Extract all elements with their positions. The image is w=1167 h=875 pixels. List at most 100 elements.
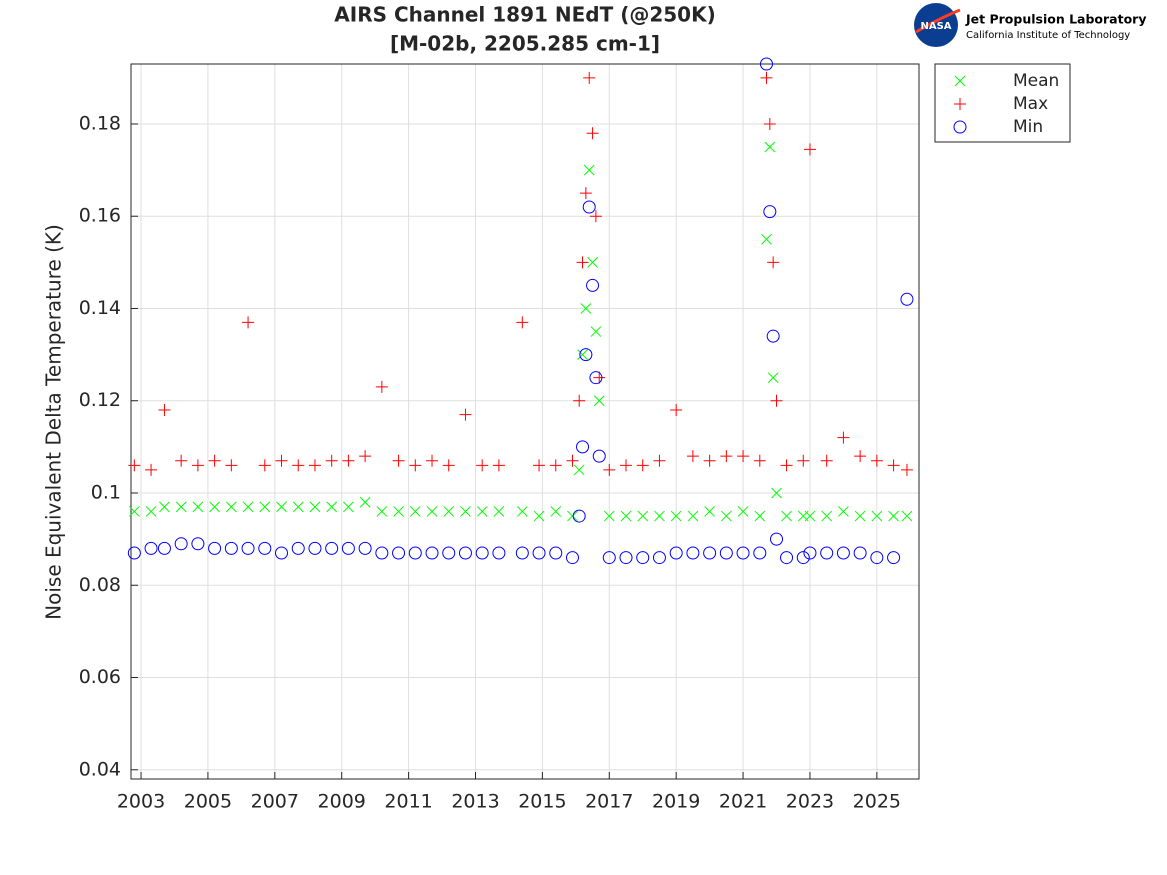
max-marker (653, 454, 666, 467)
min-marker (586, 278, 600, 292)
mean-marker (954, 75, 966, 87)
min-marker (759, 57, 773, 71)
max-marker (145, 463, 158, 476)
max-marker (760, 71, 773, 84)
min-marker (669, 546, 683, 560)
mean-marker (476, 506, 488, 517)
min-marker (796, 551, 810, 565)
max-marker (191, 459, 204, 472)
x-tick-label: 2011 (384, 791, 432, 813)
min-marker (820, 546, 834, 560)
min-marker (408, 546, 422, 560)
max-marker (763, 117, 776, 130)
mean-marker (533, 510, 545, 522)
max-marker (837, 431, 850, 444)
min-marker (589, 371, 603, 385)
mean-marker (550, 506, 562, 517)
min-marker (900, 292, 914, 306)
plot-frame (130, 63, 920, 780)
min-marker (144, 541, 158, 555)
max-marker (954, 98, 966, 110)
mean-marker (573, 464, 585, 476)
min-marker (763, 205, 777, 219)
min-marker (766, 329, 780, 343)
min-marker (208, 541, 222, 555)
max-marker (593, 371, 606, 384)
mean-marker (720, 510, 732, 522)
max-marker (870, 454, 883, 467)
min-marker (157, 541, 171, 555)
min-marker (579, 348, 593, 362)
max-marker (589, 210, 602, 223)
mean-marker (493, 506, 505, 517)
min-marker (686, 546, 700, 560)
min-marker (803, 546, 817, 560)
x-tick-label: 2007 (251, 791, 299, 813)
min-marker (582, 200, 596, 214)
max-marker (476, 459, 489, 472)
max-marker (803, 143, 816, 156)
max-marker (426, 454, 439, 467)
mean-marker (590, 326, 602, 337)
min-marker (442, 546, 456, 560)
max-marker (375, 380, 388, 393)
max-marker (325, 454, 338, 467)
min-marker (753, 546, 767, 560)
y-tick-label: 0.06 (79, 666, 121, 688)
max-marker (686, 450, 699, 463)
max-marker (533, 459, 546, 472)
y-tick-label: 0.04 (79, 758, 121, 780)
max-marker (258, 459, 271, 472)
max-marker (549, 459, 562, 472)
min-marker (492, 546, 506, 560)
legend-box (934, 63, 1071, 143)
max-marker (573, 394, 586, 407)
mean-marker (603, 510, 615, 522)
mean-marker (871, 510, 883, 522)
logo: NASA Jet Propulsion Laboratory Californi… (914, 3, 1146, 47)
mean-marker (637, 510, 649, 522)
mean-marker (159, 501, 170, 513)
min-marker (275, 546, 289, 560)
mean-marker (443, 506, 455, 517)
logo-swoosh (915, 8, 961, 34)
max-marker (797, 454, 810, 467)
mean-marker (771, 487, 782, 499)
min-marker (652, 551, 666, 565)
mean-marker (764, 141, 776, 153)
mean-marker (761, 233, 772, 245)
min-marker (174, 537, 188, 551)
legend-label: Max (1013, 94, 1048, 114)
mean-marker (259, 501, 271, 513)
min-marker (392, 546, 406, 560)
max-marker (242, 316, 255, 329)
logo-subtitle: California Institute of Technology (966, 30, 1130, 41)
mean-marker (593, 395, 605, 407)
min-marker (549, 546, 563, 560)
max-marker (636, 459, 649, 472)
mean-marker (704, 506, 715, 517)
min-marker (458, 546, 472, 560)
min-marker (258, 541, 272, 555)
y-tick-label: 0.16 (79, 205, 121, 227)
max-marker (583, 71, 596, 84)
x-tick-label: 2019 (652, 791, 700, 813)
mean-marker (781, 510, 792, 522)
x-tick-label: 2015 (518, 791, 566, 813)
max-marker (275, 454, 288, 467)
min-marker (375, 546, 389, 560)
mean-marker (804, 510, 816, 522)
max-marker (900, 463, 913, 476)
legend-label: Mean (1013, 71, 1059, 91)
max-marker (566, 454, 579, 467)
chart-title: AIRS Channel 1891 NEdT (@250K) (334, 3, 715, 27)
max-marker (753, 454, 766, 467)
legend-label: Min (1013, 117, 1043, 137)
max-marker (620, 459, 633, 472)
min-marker (576, 440, 590, 454)
min-marker (127, 546, 141, 560)
max-marker (292, 459, 305, 472)
max-marker (128, 459, 141, 472)
logo-badge-text: NASA (920, 21, 951, 32)
y-tick-label: 0.14 (79, 297, 121, 319)
